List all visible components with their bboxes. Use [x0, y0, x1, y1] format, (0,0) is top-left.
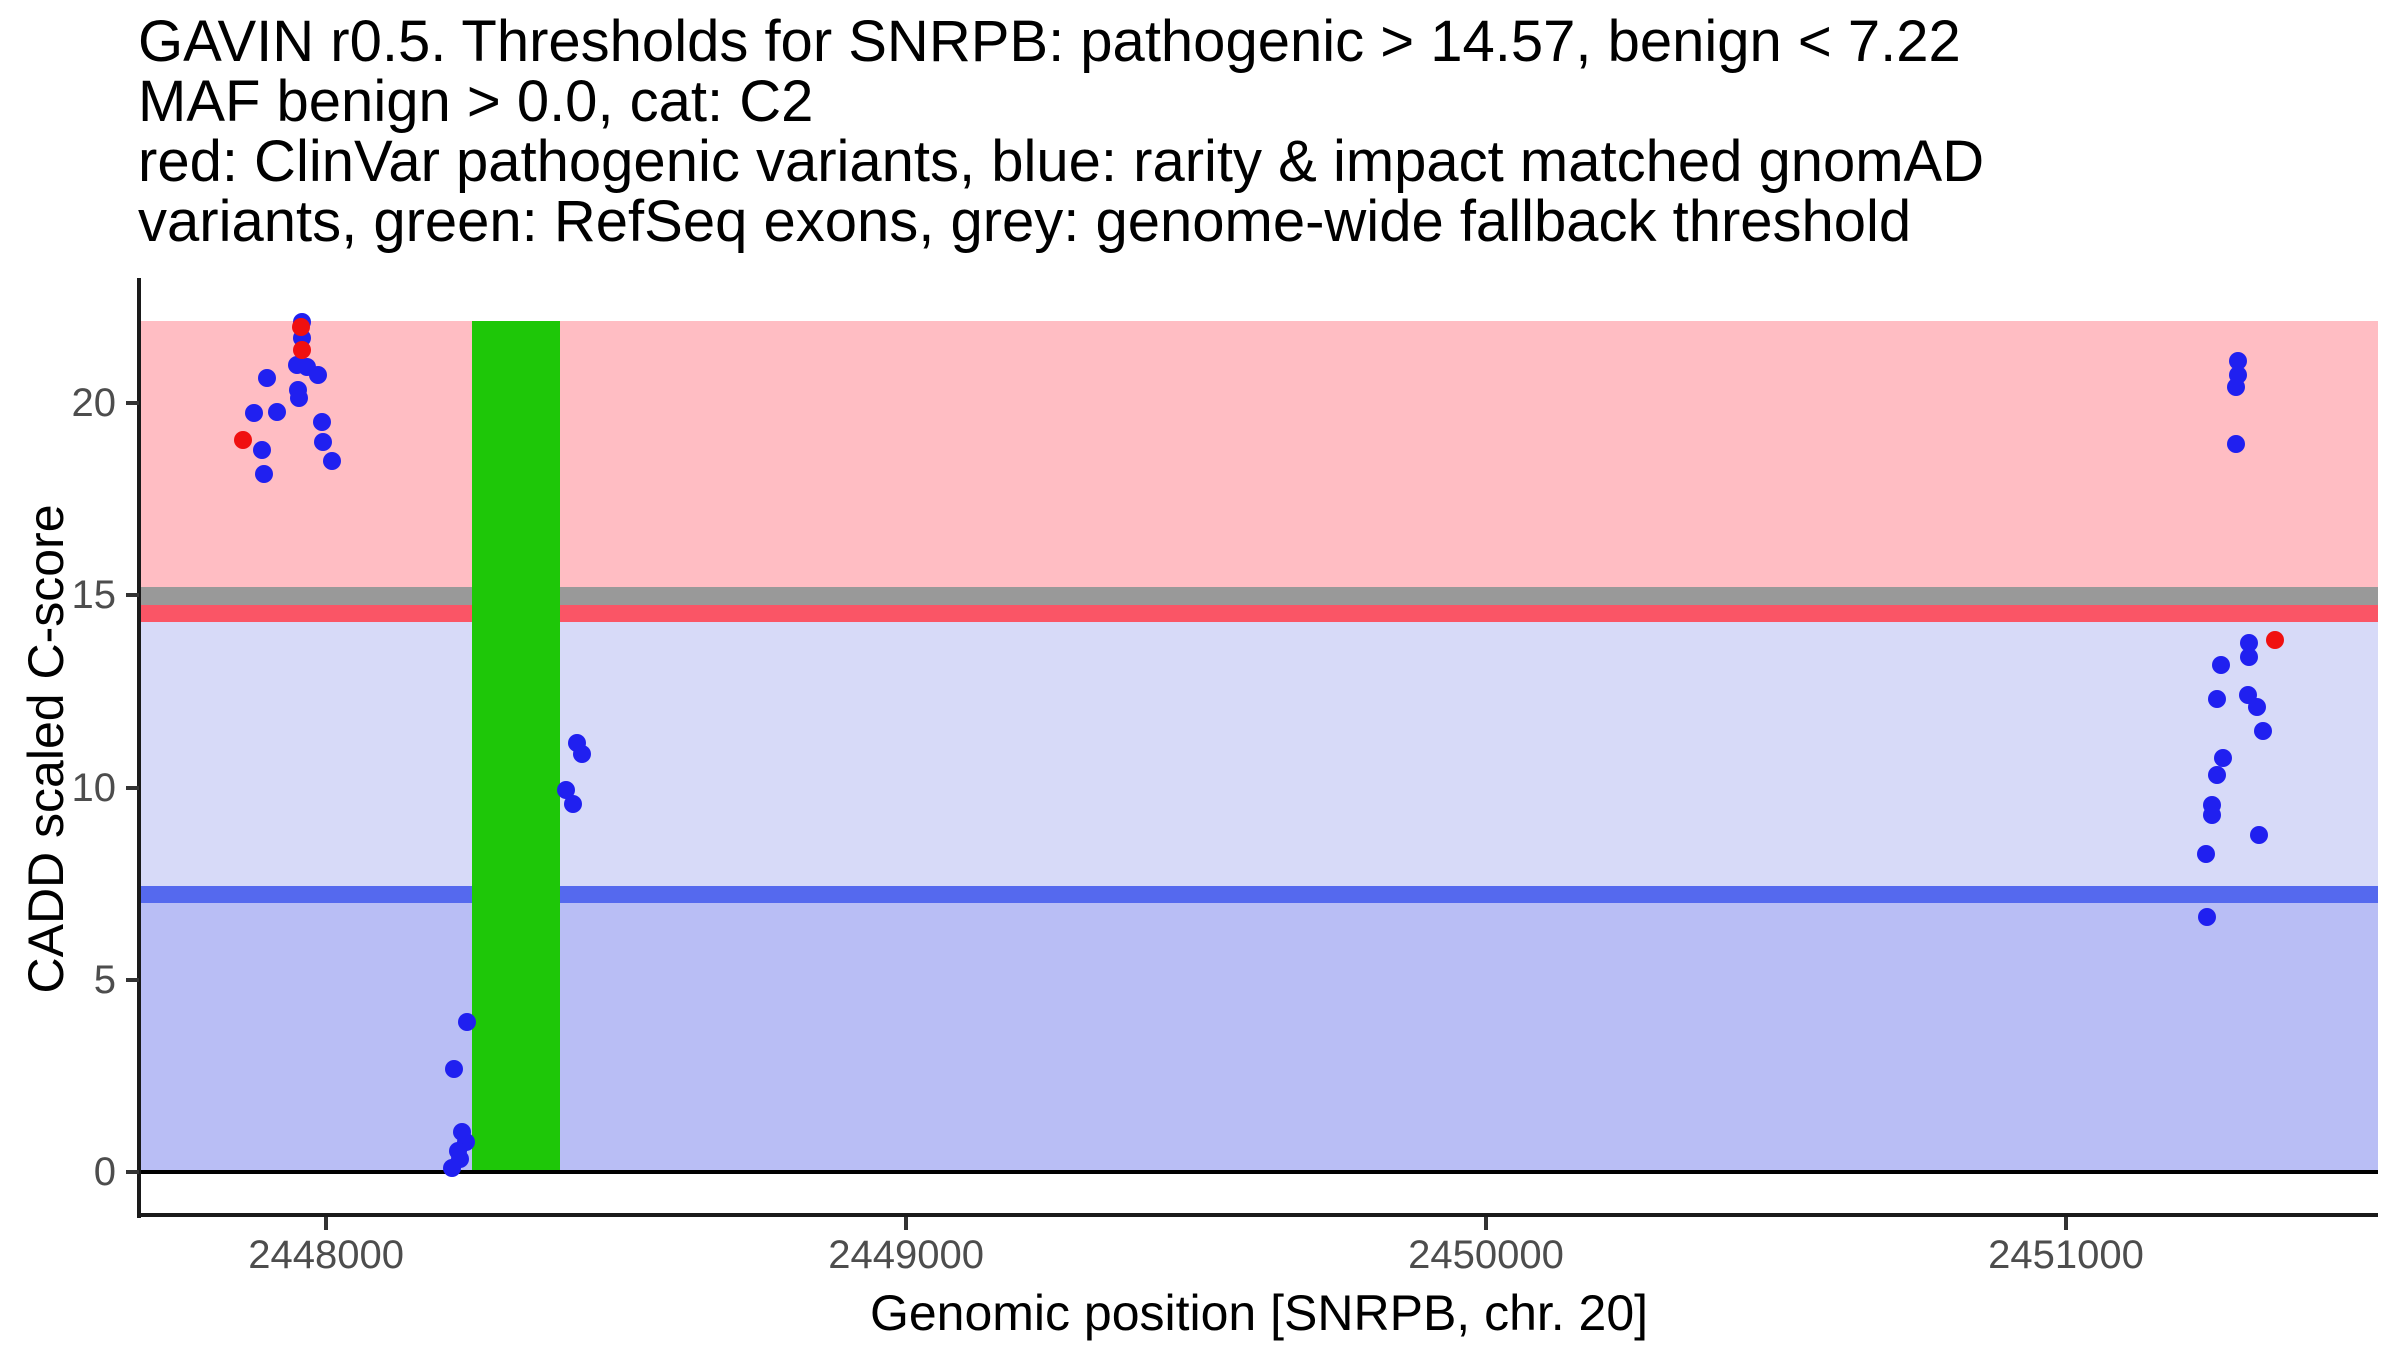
data-point [2249, 825, 2268, 844]
y-tick-mark [126, 977, 139, 982]
plot-title: GAVIN r0.5. Thresholds for SNRPB: pathog… [138, 12, 1984, 252]
data-point [445, 1060, 464, 1079]
y-tick-label: 15 [71, 573, 117, 618]
data-point [233, 430, 252, 449]
x-tick-mark [1484, 1217, 1489, 1230]
data-point [244, 404, 263, 423]
y-tick-label: 5 [93, 957, 116, 1002]
data-point [2227, 435, 2246, 454]
x-axis-line [137, 1213, 2378, 1217]
data-point [2208, 690, 2227, 709]
data-point [458, 1012, 477, 1031]
plot-title-line-4: variants, green: RefSeq exons, grey: gen… [138, 189, 1912, 254]
data-point [2196, 844, 2215, 863]
fallback-threshold-band [140, 587, 2378, 605]
data-point [289, 389, 308, 408]
y-axis-line [137, 278, 141, 1218]
data-point [2213, 748, 2232, 767]
data-point [2198, 908, 2217, 927]
y-tick-label: 20 [71, 380, 117, 425]
plot-title-line-1: GAVIN r0.5. Thresholds for SNRPB: pathog… [138, 9, 1961, 74]
data-point [2239, 647, 2258, 666]
data-point [309, 365, 328, 384]
data-point [313, 432, 332, 451]
y-tick-mark [126, 785, 139, 790]
data-point [2247, 697, 2266, 716]
y-tick-mark [126, 400, 139, 405]
plot-title-line-2: MAF benign > 0.0, cat: C2 [138, 69, 814, 134]
x-axis-title: Genomic position [SNRPB, chr. 20] [869, 1285, 1649, 1341]
data-point [291, 317, 310, 336]
y-tick-label: 0 [93, 1150, 116, 1195]
data-point [293, 340, 312, 359]
plot-panel [140, 278, 2378, 1214]
data-point [253, 440, 272, 459]
y-tick-mark [126, 593, 139, 598]
data-point [2202, 805, 2221, 824]
refseq-exon [472, 321, 560, 1173]
data-point [255, 465, 274, 484]
data-point [2227, 377, 2246, 396]
plot-title-line-3: red: ClinVar pathogenic variants, blue: … [138, 129, 1985, 194]
x-tick-mark [904, 1217, 909, 1230]
data-point [2207, 765, 2226, 784]
y-axis-title: CADD scaled C-score [18, 504, 74, 994]
x-tick-label: 2450000 [1408, 1233, 1564, 1277]
data-point [322, 452, 341, 471]
data-point [267, 403, 286, 422]
data-point [2265, 631, 2284, 650]
zero-baseline [140, 1170, 2378, 1175]
data-point [2254, 721, 2273, 740]
y-tick-mark [126, 1170, 139, 1175]
pathogenic-threshold-band [140, 604, 2378, 623]
data-point [556, 780, 575, 799]
data-point [2239, 634, 2258, 653]
benign-threshold-band [140, 886, 2378, 903]
data-point [563, 794, 582, 813]
data-point [313, 412, 332, 431]
x-tick-label: 2449000 [828, 1233, 984, 1277]
x-tick-label: 2451000 [1988, 1233, 2144, 1277]
data-point [443, 1158, 461, 1177]
data-point [573, 744, 592, 763]
x-tick-mark [2063, 1217, 2068, 1230]
x-tick-mark [324, 1217, 329, 1230]
data-point [258, 369, 276, 388]
data-point [2211, 655, 2230, 674]
x-tick-label: 2448000 [248, 1233, 405, 1277]
y-tick-label: 10 [71, 765, 117, 810]
